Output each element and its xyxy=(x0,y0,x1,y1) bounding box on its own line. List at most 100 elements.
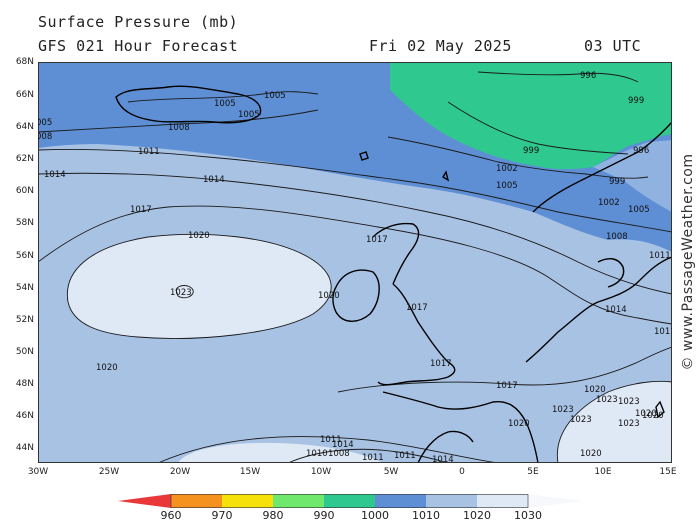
lon-label-10e: 10E xyxy=(594,467,612,477)
isobar-label: 999 xyxy=(523,146,539,156)
isobar-label: 1002 xyxy=(496,164,518,174)
isobar-lines xyxy=(38,71,672,463)
isobar-label: 1005 xyxy=(238,110,260,120)
isobar-label: 1008 xyxy=(606,232,628,242)
lat-label-50n: 50N xyxy=(15,347,34,357)
legend-swatch-970 xyxy=(171,494,222,508)
isobar-label: 1011 xyxy=(394,451,416,461)
isobar-label: 1014 xyxy=(432,455,454,463)
isobar-label: 1008 xyxy=(328,449,350,459)
isobar-1014 xyxy=(38,172,672,295)
isobar-label: 1011 xyxy=(320,435,342,445)
isobar-1020 xyxy=(66,233,332,339)
map-border xyxy=(38,62,672,463)
scotland-coast xyxy=(372,222,420,285)
isobar-label: 1023 xyxy=(596,395,618,405)
forecast-time: 03 UTC xyxy=(584,37,642,55)
france-coast xyxy=(382,391,539,463)
isobar-label: 1020 xyxy=(188,231,210,241)
forecast-date: Fri 02 May 2025 xyxy=(369,37,512,55)
map-title: Surface Pressure (mb) xyxy=(38,13,239,31)
legend-label-1000: 1000 xyxy=(361,509,389,522)
ireland-coast xyxy=(332,269,380,322)
lat-label-68n: 68N xyxy=(15,57,34,67)
lat-label-48n: 48N xyxy=(15,379,34,389)
lat-label-46n: 46N xyxy=(15,411,34,421)
lat-label-64n: 64N xyxy=(15,122,34,132)
lon-label-20w: 20W xyxy=(169,467,191,477)
legend-label-970: 970 xyxy=(211,509,233,522)
isobar-999 xyxy=(447,101,629,155)
isobar-996 xyxy=(477,71,639,83)
lat-label-60n: 60N xyxy=(15,186,34,196)
isobar-label: 1017 xyxy=(430,359,452,369)
legend-label-1030: 1030 xyxy=(514,509,542,522)
lat-label-62n: 62N xyxy=(15,154,34,164)
isobar-label: 1020 xyxy=(508,419,530,429)
lon-label-30w: 30W xyxy=(27,467,49,477)
pressure-band-990-1000 xyxy=(390,62,672,170)
isobar-label: 1023 xyxy=(170,288,192,298)
isobar-label: 1017 xyxy=(366,235,388,245)
isobar-label: 1020 xyxy=(96,363,118,373)
isobar-south-1011 xyxy=(287,448,449,463)
lat-label-58n: 58N xyxy=(15,218,34,228)
isobar-labels: 1005 1005 1005 1008 008 005 1011 1014 10… xyxy=(38,71,672,463)
pressure-legend xyxy=(118,494,583,508)
pressure-band-1020-high xyxy=(67,234,332,339)
isobar-label: 1023 xyxy=(570,415,592,425)
isobar-label: 996 xyxy=(580,71,596,81)
isobar-1005 xyxy=(127,91,319,103)
isobar-label: 1023 xyxy=(552,405,574,415)
lon-label-5w: 5W xyxy=(383,467,399,477)
isobar-south-1014 xyxy=(157,436,499,463)
denmark-coast xyxy=(597,258,625,288)
isobar-label: 1017 xyxy=(406,303,428,313)
isobar-label: 1010 xyxy=(306,449,328,459)
isobar-1020-se xyxy=(556,380,672,463)
site-watermark: © www.PassageWeather.com xyxy=(680,153,696,371)
lat-label-44n: 44N xyxy=(15,443,34,453)
britain-coast xyxy=(377,283,456,386)
lat-label-66n: 66N xyxy=(15,90,34,100)
legend-swatch-980 xyxy=(222,494,273,508)
legend-label-1020: 1020 xyxy=(463,509,491,522)
isobar-1017 xyxy=(38,205,672,325)
lat-label-54n: 54N xyxy=(15,283,34,293)
legend-swatch-end xyxy=(528,494,583,508)
isobar-label: 1023 xyxy=(618,397,640,407)
isobar-label: 999 xyxy=(628,96,644,106)
isobar-label: 1011 xyxy=(649,251,671,261)
legend-swatch-1010 xyxy=(375,494,426,508)
coastlines xyxy=(115,85,672,463)
isobar-label: 1017 xyxy=(130,205,152,215)
lon-label-5e: 5E xyxy=(527,467,539,477)
iceland-coast xyxy=(115,85,262,124)
legend-swatch-990 xyxy=(273,494,324,508)
isobar-1017-south xyxy=(337,346,672,393)
isobar-label: 1011 xyxy=(138,147,160,157)
lon-label-10w: 10W xyxy=(310,467,332,477)
faroe-islands xyxy=(359,151,369,161)
legend-label-1010: 1010 xyxy=(412,509,440,522)
legend-swatch-960 xyxy=(118,494,171,508)
spain-coast xyxy=(417,430,474,463)
isobar-label: 996 xyxy=(633,146,649,156)
legend-swatch-1020 xyxy=(426,494,477,508)
pressure-band-norway xyxy=(593,140,672,212)
isobar-label: 1005 xyxy=(628,205,650,215)
isobar-1002 xyxy=(387,136,649,179)
north-sea-coast xyxy=(525,256,672,363)
isobar-label: 008 xyxy=(38,132,52,142)
map-subtitle: GFS 021 Hour Forecast xyxy=(38,37,239,55)
pressure-map[interactable]: 1005 1005 1005 1008 008 005 1011 1014 10… xyxy=(38,62,672,463)
isobar-label: 1005 xyxy=(264,91,286,101)
isobar-label: 1011 xyxy=(654,327,672,337)
isobar-label: 1023 xyxy=(618,419,640,429)
isobar-label: 1020 xyxy=(635,409,657,419)
corsica-coast xyxy=(655,400,665,419)
pressure-band-1020-south xyxy=(178,442,383,463)
isobar-label: 1020 xyxy=(318,291,340,301)
legend-label-960: 960 xyxy=(160,509,182,522)
isobar-label: 1020 xyxy=(642,411,664,421)
